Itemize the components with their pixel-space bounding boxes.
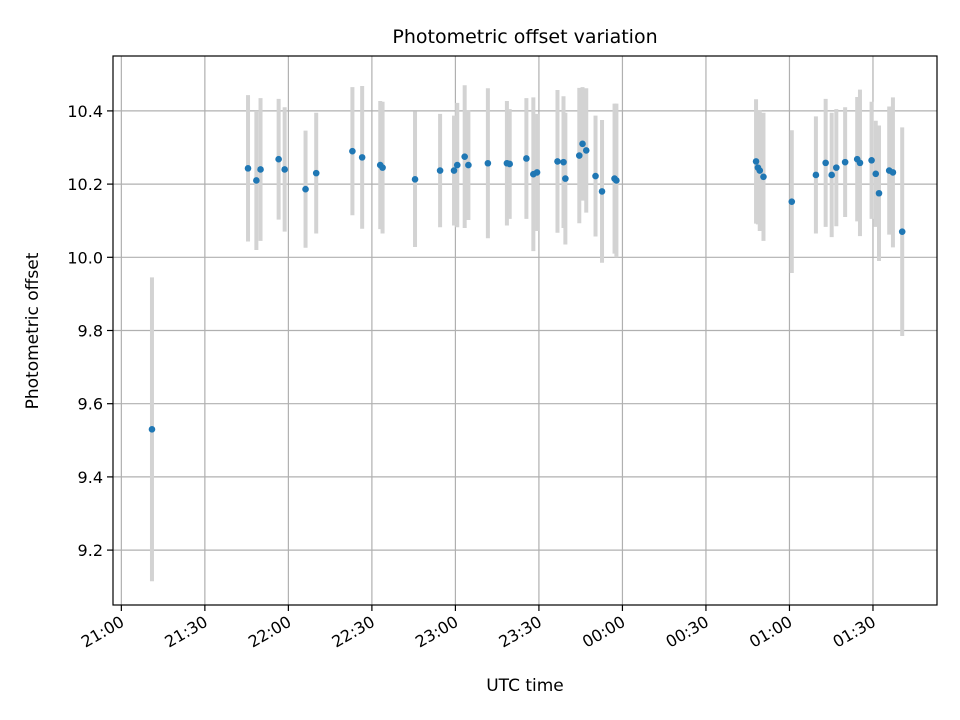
y-tick-label: 10.4 — [67, 102, 103, 121]
data-point — [244, 165, 252, 172]
chart-title: Photometric offset variation — [392, 26, 657, 48]
data-point — [453, 161, 461, 169]
data-point — [756, 167, 764, 174]
y-tick-label: 9.6 — [78, 395, 103, 414]
data-point — [275, 155, 282, 163]
data-point — [613, 177, 620, 184]
data-point — [868, 157, 875, 164]
data-point — [523, 155, 530, 162]
data-point — [788, 198, 796, 205]
data-point — [560, 158, 567, 166]
data-point — [812, 171, 820, 179]
data-point — [562, 175, 569, 182]
data-point — [582, 147, 590, 154]
data-point — [253, 177, 260, 184]
data-point — [312, 169, 320, 177]
data-point — [875, 189, 883, 197]
y-tick-label: 9.8 — [78, 322, 103, 341]
data-point — [898, 228, 906, 235]
data-point — [465, 161, 472, 169]
data-point — [579, 140, 586, 148]
data-point — [349, 147, 356, 155]
y-axis-label: Photometric offset — [23, 252, 43, 409]
x-tick-label: 22:30 — [328, 612, 377, 652]
x-tick-label: 22:00 — [245, 612, 294, 652]
data-point — [554, 158, 561, 165]
data-point — [841, 158, 849, 166]
data-point — [575, 152, 583, 159]
x-tick-label: 23:30 — [495, 612, 544, 652]
x-tick-label: 00:00 — [579, 612, 628, 652]
x-axis-ticks: 21:00 21:30 22:00 22:30 23:00 23:30 00:00 00:30… — [78, 605, 879, 652]
data-point — [358, 154, 366, 161]
x-axis-label: UTC time — [486, 676, 564, 696]
x-tick-label: 23:00 — [412, 612, 461, 652]
data-point — [592, 172, 599, 180]
data-point — [828, 171, 835, 179]
y-tick-label: 9.2 — [78, 541, 103, 560]
data-point — [484, 159, 492, 167]
data-point — [856, 159, 864, 167]
data-point — [752, 158, 760, 165]
y-tick-label: 9.4 — [78, 468, 103, 487]
data-point — [461, 153, 468, 160]
data-point — [533, 169, 541, 176]
y-axis-ticks: 9.2 9.4 9.6 9.8 10.0 10.2 10.4 — [67, 102, 113, 560]
data-point — [450, 167, 458, 174]
x-tick-label: 01:00 — [746, 612, 795, 652]
data-point — [257, 166, 264, 173]
x-tick-label: 21:30 — [161, 612, 210, 652]
data-point — [411, 176, 419, 183]
x-tick-label: 00:30 — [663, 612, 712, 652]
data-point — [822, 159, 829, 167]
data-point — [148, 426, 156, 433]
data-point — [436, 167, 444, 174]
x-tick-label: 01:30 — [830, 612, 879, 652]
y-tick-label: 10.2 — [67, 175, 103, 194]
data-point — [760, 173, 767, 181]
data-point — [379, 164, 386, 171]
data-point — [872, 170, 880, 178]
data-point — [506, 160, 513, 168]
data-point — [598, 188, 606, 195]
data-point — [833, 164, 840, 171]
data-point — [281, 166, 288, 173]
y-tick-label: 10.0 — [67, 248, 103, 267]
data-point — [889, 169, 897, 176]
data-points — [148, 140, 906, 433]
data-point — [302, 185, 309, 193]
x-tick-label: 21:00 — [78, 612, 127, 652]
